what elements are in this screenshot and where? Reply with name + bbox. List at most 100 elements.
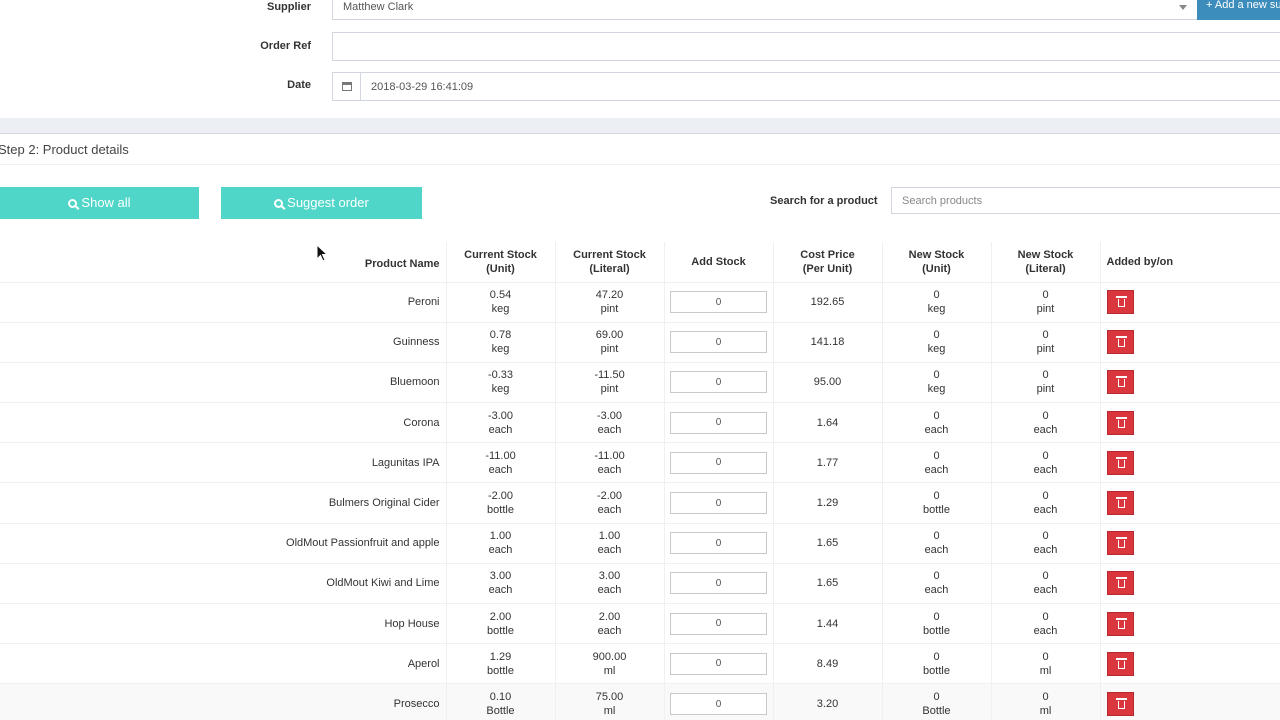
unit: ml: [603, 664, 616, 677]
delete-button[interactable]: [1106, 611, 1134, 636]
unit: each: [488, 423, 513, 436]
add-stock-cell: [663, 643, 773, 684]
unit: pint: [1036, 383, 1055, 396]
supplier-select[interactable]: Matthew Clark: [332, 0, 1198, 20]
value: -2.00: [596, 490, 623, 503]
table-row: Bulmers Original Cider -2.00 bottle -2.00 ea…: [0, 482, 1280, 524]
date-input[interactable]: 2018-03-29 16:41:09: [360, 72, 1280, 101]
current-stock-unit: 2.00 bottle: [445, 602, 555, 644]
current-stock-unit: -2.00 bottle: [445, 482, 555, 524]
col-new-stock-unit[interactable]: New Stock (Unit): [881, 242, 991, 282]
col-label: New Stock: [1017, 248, 1074, 261]
unit: each: [597, 624, 622, 637]
unit: Bottle: [922, 705, 951, 718]
col-sublabel: (Literal): [589, 262, 630, 275]
value: 1.29: [489, 650, 512, 663]
delete-button[interactable]: [1106, 370, 1134, 395]
added-by-cell: [1099, 602, 1280, 644]
new-stock-literal: 0 each: [990, 442, 1100, 483]
col-sublabel: (Literal): [1025, 262, 1066, 275]
current-stock-unit: 0.54 keg: [445, 281, 555, 323]
new-stock-literal: 0 each: [990, 482, 1100, 524]
show-all-button[interactable]: Show all: [0, 187, 199, 219]
delete-button[interactable]: [1106, 410, 1134, 435]
order-ref-input[interactable]: [332, 32, 1280, 61]
add-stock-input[interactable]: [670, 451, 767, 474]
unit: keg: [491, 303, 510, 316]
delete-button[interactable]: [1106, 571, 1134, 596]
add-stock-cell: [663, 442, 773, 483]
col-label: Current Stock: [573, 248, 646, 261]
new-stock-literal: 0 pint: [990, 361, 1100, 403]
add-stock-input[interactable]: [670, 693, 767, 716]
value: -11.50: [594, 369, 625, 382]
delete-button[interactable]: [1106, 290, 1134, 315]
unit: each: [488, 584, 513, 597]
date-addon[interactable]: [332, 72, 361, 101]
added-by-cell: [1099, 482, 1280, 524]
cost-price: 1.65: [772, 562, 882, 604]
current-stock-unit: -3.00 each: [445, 402, 555, 443]
col-new-stock-literal[interactable]: New Stock (Literal): [990, 242, 1100, 282]
col-added-by[interactable]: Added by/on: [1099, 242, 1280, 282]
value: 0: [1042, 449, 1049, 462]
add-stock-input[interactable]: [670, 331, 767, 354]
value: 900.00: [592, 650, 627, 663]
col-product-name[interactable]: Product Name: [364, 257, 440, 270]
add-stock-input[interactable]: [670, 652, 767, 675]
delete-button[interactable]: [1106, 330, 1134, 355]
value: -11.00: [594, 449, 625, 462]
col-label: Cost Price: [800, 248, 855, 261]
delete-button[interactable]: [1106, 651, 1134, 676]
current-stock-literal: 69.00 pint: [554, 321, 664, 363]
new-stock-literal: 0 ml: [990, 683, 1100, 720]
add-stock-input[interactable]: [670, 532, 767, 555]
new-stock-unit: 0 keg: [881, 361, 991, 403]
current-stock-unit: 0.10 Bottle: [445, 683, 555, 720]
delete-button[interactable]: [1106, 531, 1134, 556]
delete-button[interactable]: [1106, 491, 1134, 516]
add-stock-input[interactable]: [670, 371, 767, 394]
unit: bottle: [923, 504, 950, 517]
col-current-stock-literal[interactable]: Current Stock (Literal): [554, 242, 664, 282]
search-input[interactable]: [891, 187, 1280, 214]
value: 69.00: [595, 329, 624, 342]
new-stock-unit: 0 bottle: [881, 643, 991, 684]
add-supplier-button[interactable]: + Add a new su: [1197, 0, 1280, 20]
add-stock-input[interactable]: [670, 572, 767, 595]
col-cost-price[interactable]: Cost Price (Per Unit): [772, 242, 882, 282]
added-by-cell: [1099, 321, 1280, 363]
cost-price: 141.18: [772, 321, 882, 363]
calendar-icon: [342, 82, 352, 91]
unit: each: [924, 544, 949, 557]
add-stock-input[interactable]: [670, 612, 767, 635]
current-stock-literal: 1.00 each: [554, 522, 664, 564]
step-title: Step 2: Product details: [0, 142, 129, 157]
new-stock-unit: 0 keg: [881, 281, 991, 323]
added-by-cell: [1099, 402, 1280, 443]
table-row: Hop House2.00bottle2.00each1.440bottle0e…: [0, 602, 1280, 644]
delete-button[interactable]: [1106, 450, 1134, 475]
add-stock-input[interactable]: [670, 411, 767, 434]
value: 0: [933, 409, 940, 422]
col-current-stock-unit[interactable]: Current Stock (Unit): [445, 242, 555, 282]
add-stock-input[interactable]: [670, 291, 767, 314]
value: 3.00: [489, 570, 512, 583]
trash-icon: [1115, 537, 1127, 549]
value: 47.20: [595, 289, 624, 302]
unit: each: [924, 463, 949, 476]
suggest-order-button[interactable]: Suggest order: [221, 187, 422, 219]
unit: bottle: [487, 504, 514, 517]
col-add-stock[interactable]: Add Stock: [663, 242, 773, 282]
cost-price: 1.29: [772, 482, 882, 524]
value: -11.00: [485, 449, 516, 462]
value: 0: [1042, 570, 1049, 583]
col-sublabel: (Unit): [486, 262, 515, 275]
current-stock-literal: -2.00 each: [554, 482, 664, 524]
add-stock-input[interactable]: [670, 492, 767, 515]
table-row: OldMout Kiwi and Lime3.00each3.00each1.6…: [0, 562, 1280, 604]
product-name: Hop House: [0, 602, 446, 644]
delete-button[interactable]: [1106, 692, 1134, 717]
